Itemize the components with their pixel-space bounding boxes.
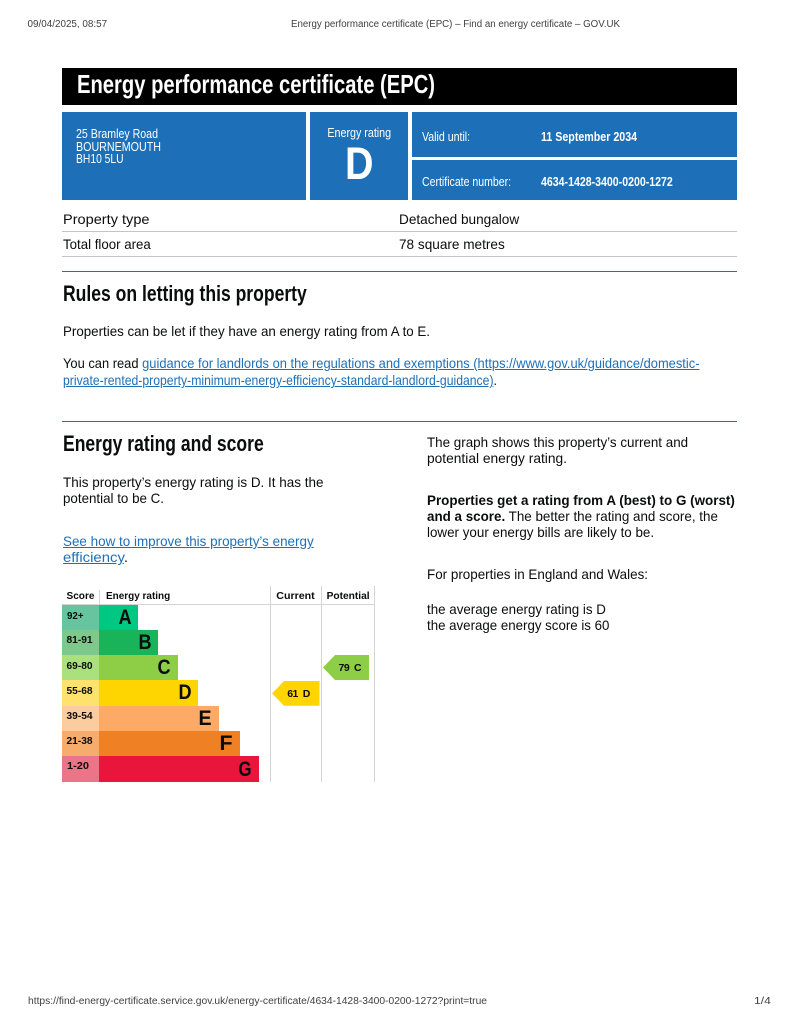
svg-text:61 D: 61 D [287, 688, 311, 700]
svg-text:79 C: 79 C [338, 662, 362, 674]
